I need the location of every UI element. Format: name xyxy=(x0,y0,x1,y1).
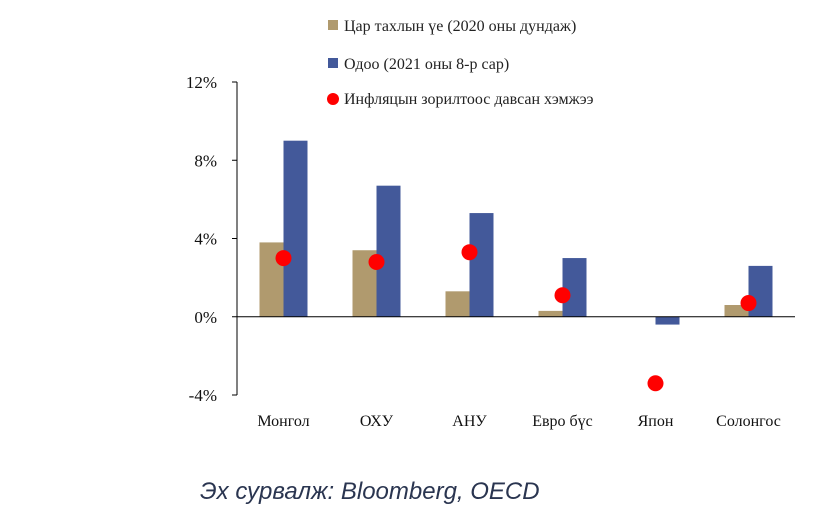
bar-current xyxy=(469,213,494,317)
bar-current xyxy=(283,140,308,317)
marker-target-excess xyxy=(461,244,478,261)
legend: Цар тахлын үе (2020 оны дундаж) Одоо (20… xyxy=(327,18,594,108)
x-category-label: Монгол xyxy=(257,413,309,430)
bars xyxy=(259,140,773,325)
bar-current xyxy=(376,185,401,317)
marker-target-excess xyxy=(275,250,292,267)
marker-target-excess xyxy=(740,295,757,312)
bar-current xyxy=(655,316,680,325)
y-tick-label: -4% xyxy=(189,386,217,405)
y-tick-label: 4% xyxy=(194,230,217,249)
bar-previous xyxy=(724,305,749,317)
x-category-label: ОХУ xyxy=(360,413,394,430)
x-category-label: Евро бүс xyxy=(532,413,593,430)
marker-target-excess xyxy=(647,375,664,392)
legend-swatch-previous xyxy=(328,20,338,30)
legend-swatch-current xyxy=(328,58,338,68)
bar-previous xyxy=(445,291,470,317)
chart: Цар тахлын үе (2020 оны дундаж) Одоо (20… xyxy=(186,18,795,430)
legend-label-current: Одоо (2021 оны 8-р сар) xyxy=(344,56,509,73)
axes xyxy=(232,81,795,396)
bar-current xyxy=(562,258,587,317)
bar-previous xyxy=(538,310,563,317)
x-category-label: АНУ xyxy=(452,413,487,430)
y-tick-label: 8% xyxy=(194,151,217,170)
legend-label-target-excess: Инфляцын зорилтоос давсан хэмжээ xyxy=(344,91,594,108)
marker-target-excess xyxy=(368,253,385,270)
marker-target-excess xyxy=(554,287,571,304)
legend-label-previous: Цар тахлын үе (2020 оны дундаж) xyxy=(344,18,576,35)
x-axis-labels: Монгол ОХУ АНУ Евро бүс Япон Солонгос xyxy=(257,413,781,430)
x-category-label: Солонгос xyxy=(716,413,781,430)
markers xyxy=(275,244,757,392)
legend-marker-target-excess xyxy=(327,93,339,105)
x-category-label: Япон xyxy=(638,413,674,430)
y-tick-label: 0% xyxy=(194,308,217,327)
y-axis-ticks: 12% 8% 4% 0% -4% xyxy=(186,73,217,405)
source-note: Эх сурвалж: Bloomberg, OECD xyxy=(200,478,540,505)
y-tick-label: 12% xyxy=(186,73,217,92)
